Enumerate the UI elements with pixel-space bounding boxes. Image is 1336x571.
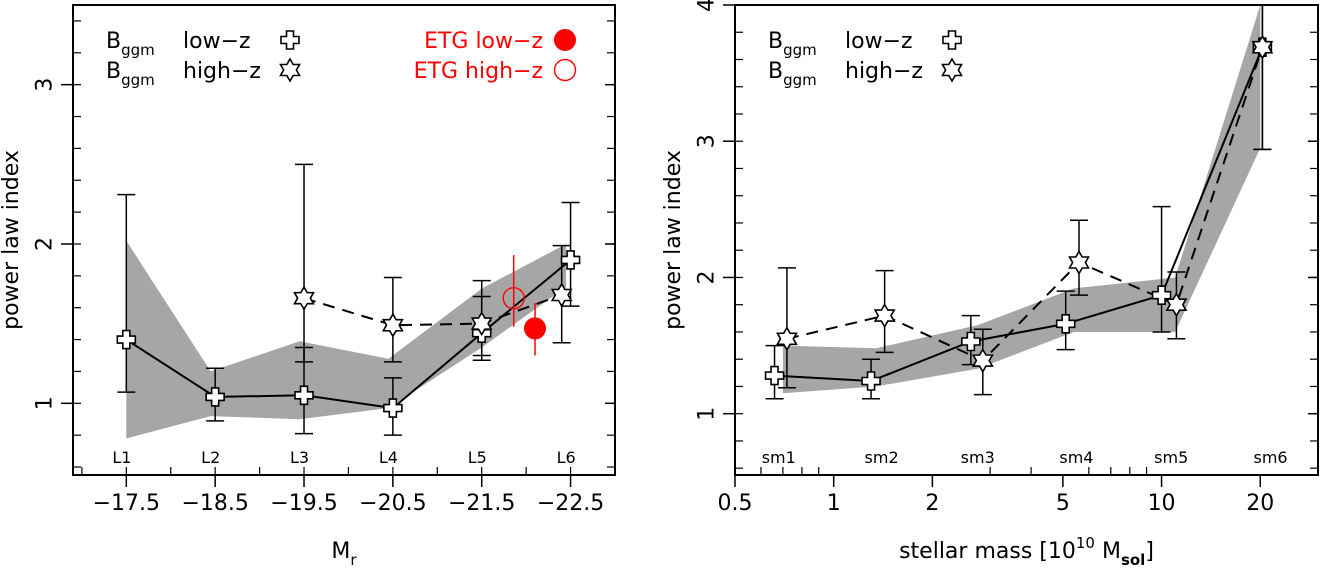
y-tick-label: 3 xyxy=(33,78,58,92)
plot-frame xyxy=(734,4,1319,476)
data-point-s1-p1 xyxy=(873,303,896,329)
plot-area xyxy=(116,163,581,439)
data-point-s1-p1 xyxy=(381,312,404,338)
data-point-s1-p2 xyxy=(470,311,493,337)
data-point-s0-p3 xyxy=(1055,313,1076,334)
right-panel-stellar-mass: 0.5 1 2 5 10 20 1 2 3 4 sm1 sm2 sm3 sm4 sm5 sm6 power la… xyxy=(661,0,1319,569)
left-panel-luminosity: −17.5 −18.5 −19.5 −20.5 −21.5 −22.5 1 2 3 L1 L2 L3 L… xyxy=(0,4,616,569)
legend-marker-1 xyxy=(941,57,963,83)
y-tick-label: 2 xyxy=(33,237,58,251)
legend-label-1: Bggm high−z xyxy=(768,59,923,89)
legend-marker-2 xyxy=(554,29,576,51)
bin-label: sm4 xyxy=(1059,448,1093,467)
bin-label: L6 xyxy=(557,448,576,467)
y-tick-label: 2 xyxy=(695,270,720,284)
x-axis-title: Mr xyxy=(331,539,357,569)
legend-label-0: Bggm low−z xyxy=(106,29,251,59)
series-line-1 xyxy=(303,294,563,327)
data-point-s0-p1 xyxy=(205,387,225,407)
series-line-1 xyxy=(786,46,1264,362)
legend-marker-1 xyxy=(279,57,301,83)
legend-marker-0 xyxy=(942,30,962,50)
bin-label: L5 xyxy=(468,448,487,467)
y-tick-label: 4 xyxy=(695,0,720,12)
x-tick-label: 2 xyxy=(925,491,939,516)
data-point-s1-p3 xyxy=(1068,249,1090,276)
y-tick-label: 1 xyxy=(33,396,58,410)
legend-label-0: Bggm low−z xyxy=(768,29,913,59)
data-point-s3-p0 xyxy=(502,286,525,310)
x-tick-label: 1 xyxy=(827,491,841,516)
error-bar xyxy=(1253,5,1272,151)
x-tick-label: 0.5 xyxy=(718,491,753,516)
series-line-0 xyxy=(774,46,1264,383)
data-point-s1-p4 xyxy=(1165,292,1188,318)
plot-frame xyxy=(72,4,616,476)
legend-label-2: ETG low−z xyxy=(424,29,543,54)
data-point-s1-p0 xyxy=(293,285,315,311)
data-point-s0-p1 xyxy=(861,371,881,391)
y-axis-title: power law index xyxy=(661,150,686,330)
y-axis-title: power law index xyxy=(0,150,24,330)
x-tick-label: 20 xyxy=(1246,491,1274,516)
y-tick-label: 1 xyxy=(695,407,720,421)
x-axis-title: stellar mass [1010 Msol] xyxy=(899,534,1154,569)
error-bar xyxy=(117,193,136,393)
plot-area xyxy=(764,5,1274,400)
data-point-s0-p3 xyxy=(383,398,403,418)
legend-label-3: ETG high−z xyxy=(414,59,543,84)
data-point-s0-p0 xyxy=(764,365,785,386)
x-tick-label: 5 xyxy=(1056,491,1070,516)
data-point-s2-p0 xyxy=(524,317,547,340)
bin-label: L4 xyxy=(379,448,398,467)
error-bar xyxy=(295,163,314,363)
data-point-s1-p5 xyxy=(1251,34,1274,60)
series-line-0 xyxy=(125,259,572,410)
error-bar xyxy=(1152,205,1171,333)
confidence-band xyxy=(782,5,1261,394)
legend-label-1: Bggm high−z xyxy=(106,59,261,89)
bin-label: L1 xyxy=(112,448,131,467)
x-tick-label: −22.5 xyxy=(537,491,604,516)
legend-marker-3 xyxy=(553,58,577,82)
x-tick-label: −20.5 xyxy=(359,491,426,516)
data-point-s1-p0 xyxy=(776,326,798,352)
x-tick-label: −17.5 xyxy=(93,491,160,516)
bin-label: sm3 xyxy=(961,448,995,467)
data-point-s0-p0 xyxy=(116,329,137,350)
data-point-s0-p5 xyxy=(560,250,581,270)
bin-label: L2 xyxy=(201,448,220,467)
data-point-s0-p2 xyxy=(961,331,981,352)
bin-label: sm1 xyxy=(762,448,796,467)
data-point-s1-p3 xyxy=(550,282,573,308)
x-tick-label: −18.5 xyxy=(181,491,248,516)
bin-label: L3 xyxy=(290,448,309,467)
x-tick-label: 10 xyxy=(1148,491,1176,516)
bin-label: sm5 xyxy=(1154,448,1188,467)
x-tick-label: −19.5 xyxy=(270,491,337,516)
y-tick-label: 3 xyxy=(695,134,720,148)
x-tick-label: −21.5 xyxy=(448,491,515,516)
confidence-band xyxy=(126,240,567,439)
bin-label: sm2 xyxy=(865,448,899,467)
data-point-s0-p2 xyxy=(294,385,314,406)
data-point-s0-p4 xyxy=(1151,285,1172,305)
bin-label: sm6 xyxy=(1254,448,1288,467)
legend-marker-0 xyxy=(280,30,300,50)
data-point-s1-p2 xyxy=(971,348,994,374)
